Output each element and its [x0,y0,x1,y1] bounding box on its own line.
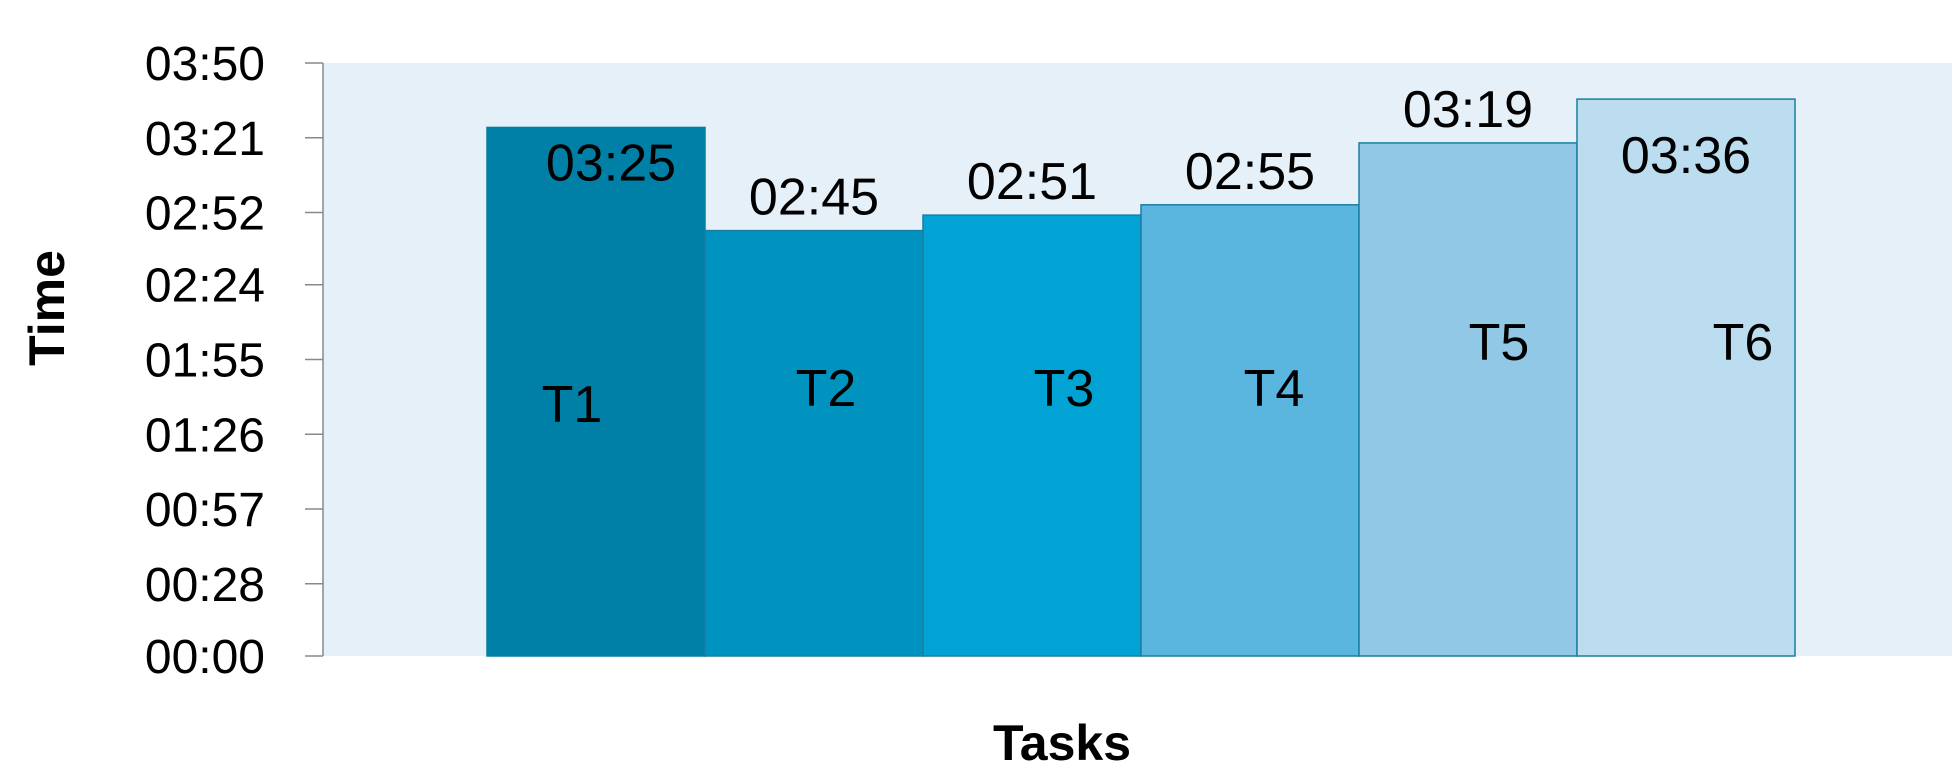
y-tick-label: 03:21 [145,113,265,166]
y-tick-label: 03:50 [145,38,265,91]
bar-t3 [922,214,1142,657]
bars [486,98,1796,657]
bar-t2 [704,229,924,657]
bar-t6 [1576,98,1796,657]
x-axis-title: Tasks [993,715,1131,763]
bar-t1 [486,126,706,657]
y-tick-label: 00:00 [145,631,265,684]
category-labels: T1 T2 T3 T4 T5 T6 [542,314,1774,434]
data-label-t6: 03:36 [1621,127,1751,185]
category-label-t2: T2 [796,360,857,418]
category-label-t4: T4 [1244,360,1305,418]
value-labels: 03:25 02:45 02:51 02:55 03:19 03:36 [546,81,1751,227]
y-tick-label: 02:24 [145,260,265,313]
data-label-t3: 02:51 [967,153,1097,211]
bar-t5 [1358,142,1578,657]
bar-t4 [1140,204,1360,657]
y-tick-label: 00:28 [145,559,265,612]
y-tick-label: 01:55 [145,335,265,388]
category-label-t3: T3 [1034,360,1095,418]
data-label-t1: 03:25 [546,134,676,192]
y-tick-label: 02:52 [145,188,265,241]
y-tick-label: 00:57 [145,484,265,537]
category-label-t1: T1 [542,376,603,434]
category-label-t6: T6 [1713,314,1774,372]
category-label-t5: T5 [1469,314,1530,372]
data-label-t4: 02:55 [1185,143,1315,201]
data-label-t5: 03:19 [1403,81,1533,139]
y-axis-title: Time [19,250,75,366]
y-tick-label: 01:26 [145,409,265,462]
data-label-t2: 02:45 [749,169,879,227]
y-ticks: 00:00 00:28 00:57 01:26 01:55 02:24 02:52 03:21… [145,38,323,684]
